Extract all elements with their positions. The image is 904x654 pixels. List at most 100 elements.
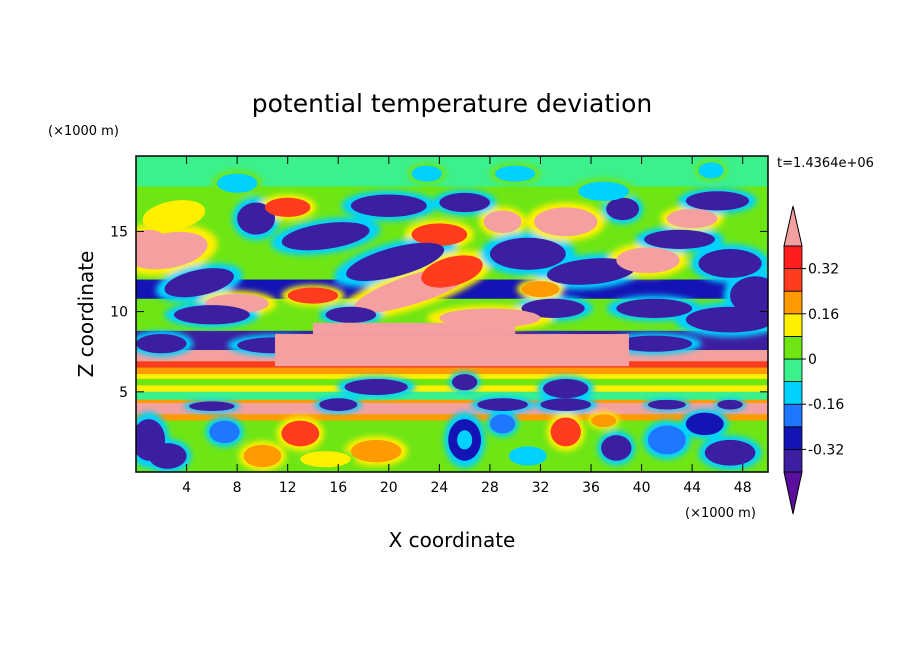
y-axis-label: Z coordinate: [74, 251, 98, 378]
x-tick-label: 8: [233, 480, 242, 496]
colorbar-segment: [783, 268, 803, 292]
contour-blob: [439, 192, 490, 213]
contour-blob: [452, 374, 478, 391]
contour-blob: [534, 207, 598, 237]
colorbar-label: 0.32: [808, 262, 839, 278]
x-tick-label: 40: [633, 480, 651, 496]
contour-blob: [164, 268, 234, 298]
contour-blob: [483, 210, 522, 233]
x-tick-label: 16: [329, 480, 347, 496]
contour-blob: [477, 398, 528, 412]
x-tick-label: 20: [380, 480, 398, 496]
contour-blob: [287, 287, 339, 304]
contour-blob: [601, 435, 632, 461]
colorbar-label: 0: [808, 352, 817, 368]
contour-blob: [616, 335, 693, 352]
contour-blob: [281, 222, 370, 251]
contour-blob: [698, 162, 724, 179]
contour-blob: [616, 247, 680, 274]
y-tick-label: 15: [110, 224, 128, 240]
colorbar: 0.32 0.16 0 -0.16 -0.32: [783, 205, 844, 515]
contour-blob: [243, 444, 282, 468]
contour-field: [136, 156, 768, 472]
contour-blob: [411, 165, 442, 182]
contour-core: [275, 334, 629, 367]
contour-blob: [148, 443, 187, 469]
contour-blob: [494, 165, 536, 182]
colorbar-segment: [783, 448, 803, 473]
contour-band: [136, 403, 768, 415]
contour-blob: [546, 258, 636, 285]
x-tick-label: 44: [683, 480, 701, 496]
contour-blob: [189, 401, 235, 412]
x-tick-label: 32: [532, 480, 550, 496]
contour-blob: [136, 334, 187, 354]
contour-blob: [281, 420, 320, 447]
contour-blob: [730, 276, 768, 315]
x-tick-label: 28: [481, 480, 499, 496]
contour-blob: [209, 420, 240, 444]
contour-blob: [616, 298, 693, 319]
contour-blob: [685, 412, 724, 436]
contour-blob: [300, 451, 351, 468]
colorbar-segment: [783, 335, 803, 360]
contour-core: [312, 322, 516, 335]
contour-blob: [325, 306, 377, 323]
contour-blob: [457, 430, 473, 450]
colorbar-segment: [783, 313, 803, 337]
colorbar-segment: [783, 358, 803, 383]
x-tick-label: 4: [182, 480, 191, 496]
contour-blob: [216, 173, 258, 193]
contour-blob: [521, 298, 585, 319]
contour-band: [136, 414, 768, 421]
y-axis-ticks: 5 10 15: [110, 224, 768, 401]
colorbar-segment: [783, 290, 803, 315]
contour-band: [136, 399, 768, 404]
contour-blob: [237, 202, 276, 235]
contour-blob: [666, 208, 718, 229]
contour-blob: [685, 306, 768, 333]
contour-blob: [142, 200, 206, 231]
plot-frame: [135, 155, 769, 473]
x-axis-label: X coordinate: [389, 528, 516, 552]
contour-blob: [543, 378, 589, 399]
time-label: t=1.4364e+06: [777, 156, 874, 171]
contour-blob: [319, 398, 358, 412]
colorbar-label: -0.16: [808, 397, 844, 413]
contour-blob: [421, 255, 483, 288]
contour-blob: [411, 223, 468, 246]
x-tick-label: 24: [430, 480, 448, 496]
contour-blob: [644, 229, 715, 250]
contour-blob: [489, 414, 516, 434]
contour-blob: [606, 197, 640, 221]
contour-blob: [647, 425, 686, 455]
contour-blob: [350, 194, 427, 217]
colorbar-segment: [783, 245, 803, 270]
colorbar-extend-high: [783, 205, 803, 247]
contour-blob: [489, 237, 566, 270]
contour-blob: [717, 399, 743, 410]
contour-blob: [350, 439, 402, 463]
colorbar-label: -0.32: [808, 442, 844, 458]
x-tick-label: 12: [279, 480, 297, 496]
contour-blob: [704, 439, 756, 466]
x-axis-ticks: 4 8 12 16 20 24 28 32 36 40 44 48: [182, 156, 752, 496]
colorbar-extend-low: [783, 471, 803, 515]
colorbar-label: 0.16: [808, 307, 839, 323]
x-unit-label: (×1000 m): [685, 506, 756, 521]
y-tick-label: 5: [119, 385, 128, 401]
x-tick-label: 48: [734, 480, 752, 496]
colorbar-segment: [783, 381, 803, 405]
contour-blob: [685, 191, 750, 211]
x-tick-label: 36: [582, 480, 600, 496]
contour-blob: [136, 231, 208, 270]
contour-blob: [264, 197, 311, 217]
contour-blob: [521, 281, 560, 298]
contour-blob: [591, 414, 617, 428]
contour-blob: [578, 181, 629, 201]
colorbar-segment: [783, 403, 803, 428]
y-unit-label: (×1000 m): [48, 124, 119, 139]
contour-blob: [540, 398, 592, 412]
contour-blob: [647, 399, 686, 410]
contour-blob: [698, 249, 762, 278]
